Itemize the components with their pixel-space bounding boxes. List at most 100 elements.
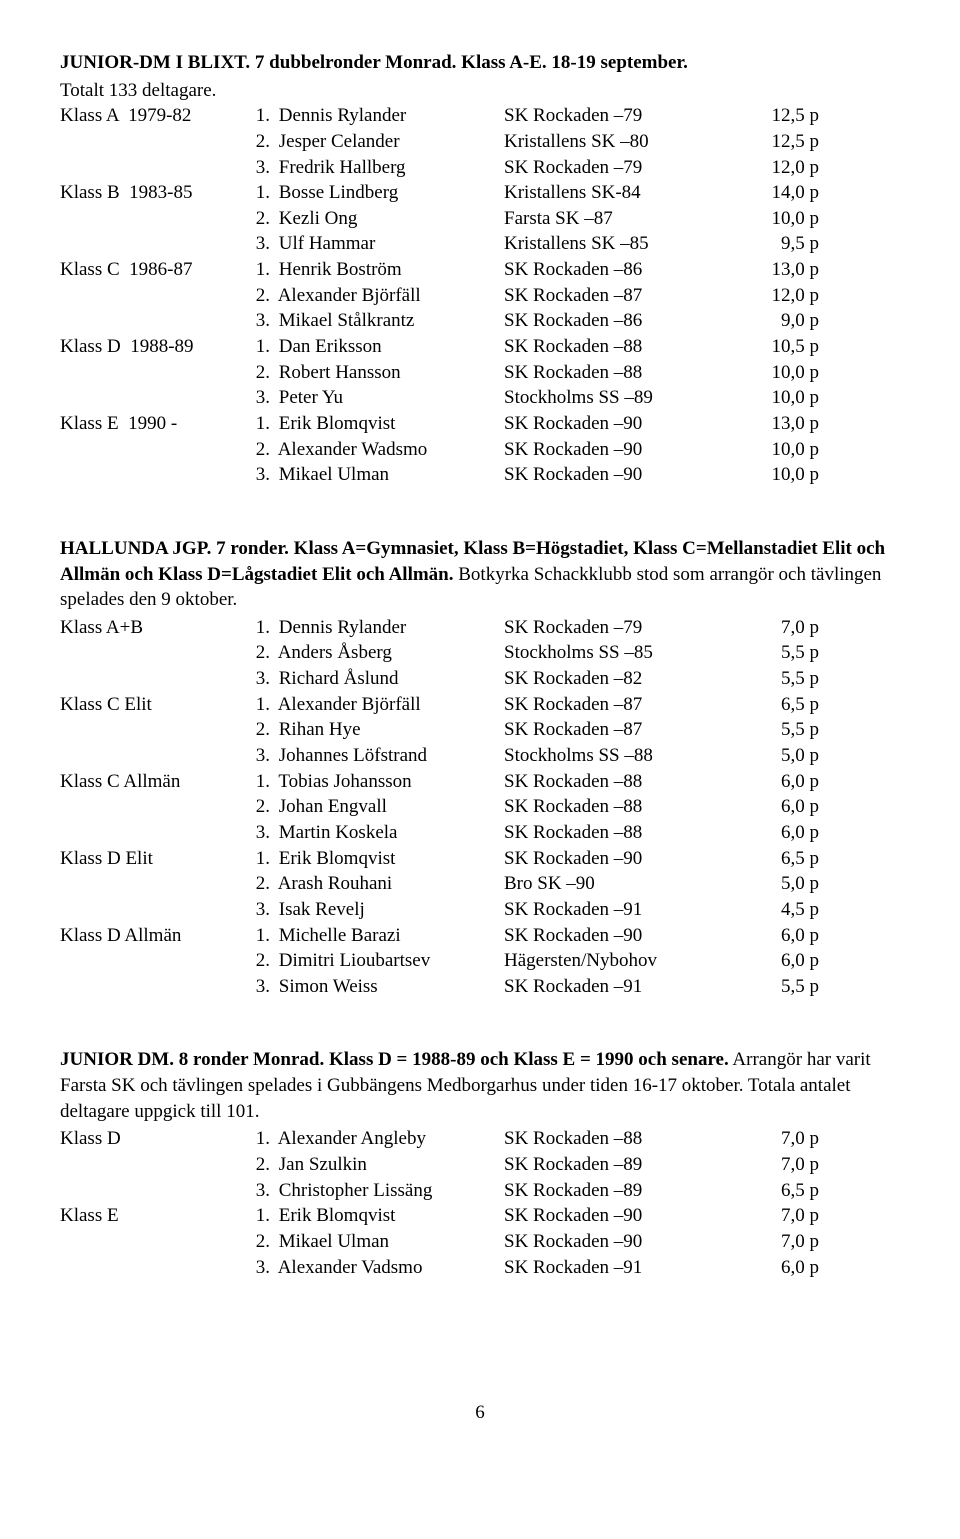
rank: 2.	[240, 360, 274, 386]
rank: 3.	[240, 155, 274, 181]
player-name: Tobias Johansson	[274, 769, 504, 795]
rank: 3.	[240, 666, 274, 692]
score: 5,5 p	[739, 640, 819, 666]
score: 14,0 p	[739, 180, 819, 206]
result-row: 2. Arash RouhaniBro SK –905,0 p	[60, 871, 900, 897]
club: Kristallens SK –85	[504, 231, 739, 257]
class-label	[60, 231, 240, 257]
score: 9,0 p	[739, 308, 819, 334]
class-label	[60, 666, 240, 692]
player-name: Johannes Löfstrand	[274, 743, 504, 769]
club: SK Rockaden –91	[504, 974, 739, 1000]
score: 10,5 p	[739, 334, 819, 360]
class-label	[60, 1178, 240, 1204]
score: 5,0 p	[739, 871, 819, 897]
club: SK Rockaden –86	[504, 308, 739, 334]
result-row: 3. Peter YuStockholms SS –8910,0 p	[60, 385, 900, 411]
result-row: 3. Mikael UlmanSK Rockaden –9010,0 p	[60, 462, 900, 488]
player-name: Henrik Boström	[274, 257, 504, 283]
class-label: Klass D 1988-89	[60, 334, 240, 360]
class-label	[60, 283, 240, 309]
result-row: 2. Jesper CelanderKristallens SK –8012,5…	[60, 129, 900, 155]
result-row: 3. Martin KoskelaSK Rockaden –886,0 p	[60, 820, 900, 846]
club: SK Rockaden –88	[504, 1126, 739, 1152]
result-row: 3. Simon WeissSK Rockaden –915,5 p	[60, 974, 900, 1000]
player-name: Ulf Hammar	[274, 231, 504, 257]
rank: 1.	[240, 769, 274, 795]
result-row: Klass A 1979-821. Dennis RylanderSK Rock…	[60, 103, 900, 129]
score: 6,5 p	[739, 846, 819, 872]
score: 5,0 p	[739, 743, 819, 769]
score: 4,5 p	[739, 897, 819, 923]
class-label: Klass C Allmän	[60, 769, 240, 795]
score: 13,0 p	[739, 257, 819, 283]
player-name: Alexander Wadsmo	[274, 437, 504, 463]
class-label: Klass D	[60, 1126, 240, 1152]
class-label	[60, 129, 240, 155]
club: SK Rockaden –79	[504, 103, 739, 129]
rank: 1.	[240, 692, 274, 718]
player-name: Erik Blomqvist	[274, 846, 504, 872]
result-row: 3. Mikael StålkrantzSK Rockaden –869,0 p	[60, 308, 900, 334]
club: SK Rockaden –90	[504, 411, 739, 437]
player-name: Mikael Ulman	[274, 1229, 504, 1255]
rank: 2.	[240, 129, 274, 155]
result-row: Klass D1. Alexander AnglebySK Rockaden –…	[60, 1126, 900, 1152]
class-label	[60, 871, 240, 897]
result-row: 3. Johannes LöfstrandStockholms SS –885,…	[60, 743, 900, 769]
player-name: Fredrik Hallberg	[274, 155, 504, 181]
player-name: Johan Engvall	[274, 794, 504, 820]
class-label	[60, 1152, 240, 1178]
result-row: Klass D Allmän1. Michelle BaraziSK Rocka…	[60, 923, 900, 949]
class-label	[60, 308, 240, 334]
result-row: 2. Kezli OngFarsta SK –8710,0 p	[60, 206, 900, 232]
player-name: Bosse Lindberg	[274, 180, 504, 206]
player-name: Simon Weiss	[274, 974, 504, 1000]
class-label	[60, 437, 240, 463]
player-name: Anders Åsberg	[274, 640, 504, 666]
rank: 2.	[240, 1152, 274, 1178]
club: SK Rockaden –82	[504, 666, 739, 692]
score: 10,0 p	[739, 462, 819, 488]
score: 5,5 p	[739, 666, 819, 692]
class-label	[60, 974, 240, 1000]
score: 12,0 p	[739, 283, 819, 309]
player-name: Alexander Björfäll	[274, 283, 504, 309]
club: SK Rockaden –88	[504, 360, 739, 386]
club: Kristallens SK –80	[504, 129, 739, 155]
heading-bold: JUNIOR-DM I BLIXT. 7 dubbelronder Monrad…	[60, 52, 688, 73]
rank: 1.	[240, 1126, 274, 1152]
player-name: Erik Blomqvist	[274, 1203, 504, 1229]
score: 13,0 p	[739, 411, 819, 437]
score: 6,5 p	[739, 692, 819, 718]
rank: 2.	[240, 871, 274, 897]
score: 12,5 p	[739, 103, 819, 129]
result-row: 2. Robert HanssonSK Rockaden –8810,0 p	[60, 360, 900, 386]
class-label	[60, 462, 240, 488]
rank: 1.	[240, 103, 274, 129]
score: 5,5 p	[739, 974, 819, 1000]
club: SK Rockaden –90	[504, 846, 739, 872]
club: SK Rockaden –87	[504, 692, 739, 718]
rank: 1.	[240, 615, 274, 641]
club: SK Rockaden –88	[504, 334, 739, 360]
class-label: Klass A+B	[60, 615, 240, 641]
club: Stockholms SS –85	[504, 640, 739, 666]
class-label	[60, 794, 240, 820]
rank: 2.	[240, 1229, 274, 1255]
score: 7,0 p	[739, 615, 819, 641]
class-label: Klass B 1983-85	[60, 180, 240, 206]
player-name: Robert Hansson	[274, 360, 504, 386]
rank: 3.	[240, 820, 274, 846]
player-name: Michelle Barazi	[274, 923, 504, 949]
player-name: Mikael Ulman	[274, 462, 504, 488]
class-label	[60, 360, 240, 386]
player-name: Jan Szulkin	[274, 1152, 504, 1178]
score: 6,0 p	[739, 923, 819, 949]
club: SK Rockaden –79	[504, 155, 739, 181]
club: SK Rockaden –79	[504, 615, 739, 641]
rank: 3.	[240, 231, 274, 257]
player-name: Erik Blomqvist	[274, 411, 504, 437]
score: 10,0 p	[739, 206, 819, 232]
player-name: Dennis Rylander	[274, 103, 504, 129]
